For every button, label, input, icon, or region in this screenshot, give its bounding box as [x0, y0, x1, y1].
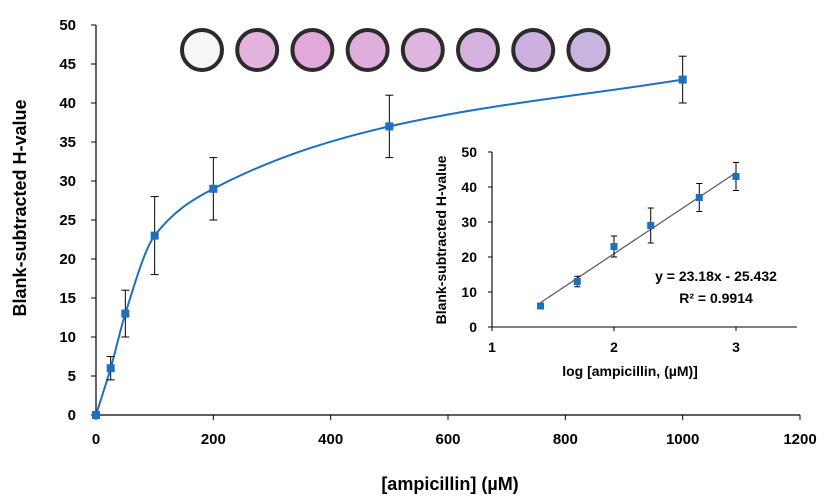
- inset-data-point: [732, 173, 740, 180]
- inset-y-tick-label: 30: [461, 214, 477, 230]
- main-curve-layer: [95, 78, 683, 416]
- sample-well-3: [290, 28, 335, 72]
- sample-well-6: [456, 28, 500, 72]
- inset-y-tick-label: 10: [461, 284, 477, 300]
- inset-axes: [491, 152, 797, 328]
- main-y-tick-label: 40: [59, 95, 76, 112]
- inset-r-squared: R² = 0.9914: [679, 290, 753, 306]
- inset-y-tick-label: 0: [469, 319, 477, 335]
- inset-y-tick-label: 50: [461, 144, 477, 160]
- sample-well-2: [235, 28, 280, 72]
- main-x-tick-label: 1200: [783, 431, 816, 448]
- main-data-point: [106, 364, 115, 373]
- inset-y-tick-label: 40: [461, 179, 477, 195]
- main-y-axis-title: Blank-subtracted H-value: [10, 99, 30, 316]
- main-y-tick-label: 25: [59, 212, 76, 229]
- inset-data-point: [537, 302, 545, 310]
- inset-trendline: [540, 172, 737, 304]
- inset-data-point: [647, 222, 655, 229]
- main-y-tick-label: 50: [59, 17, 76, 34]
- main-data-point: [92, 411, 100, 419]
- main-y-tick-label: 0: [68, 407, 76, 424]
- main-data-point: [121, 309, 130, 318]
- main-y-tick-label: 5: [68, 368, 76, 385]
- main-x-tick-label: 600: [435, 431, 460, 448]
- sample-well-4: [345, 28, 390, 72]
- inset-trendline-layer: [540, 172, 737, 304]
- sample-well-8: [566, 28, 611, 72]
- main-y-tick-label: 10: [59, 329, 76, 346]
- main-error-bars: [106, 55, 687, 381]
- main-data-point: [209, 184, 218, 193]
- main-data-point: [385, 122, 394, 131]
- main-x-tick-label: 0: [92, 431, 100, 448]
- sample-well-1: [180, 28, 224, 72]
- main-x-axis-title: [ampicillin] (µM): [381, 474, 518, 494]
- main-y-tick-label: 35: [59, 134, 76, 151]
- sample-well-5: [400, 28, 445, 72]
- sample-wells: [180, 28, 611, 72]
- inset-points: [537, 173, 740, 310]
- sample-well-7: [511, 28, 556, 72]
- main-x-tick-label: 800: [553, 431, 578, 448]
- main-x-tick-label: 200: [201, 431, 226, 448]
- main-x-tick-label: 1000: [666, 431, 699, 448]
- inset-data-point: [695, 194, 703, 201]
- main-points: [92, 75, 687, 419]
- inset-data-point: [573, 278, 581, 285]
- inset-x-axis-title: log [ampicillin, (µM)]: [562, 363, 698, 379]
- inset-data-point: [610, 243, 618, 250]
- main-y-tick-label: 30: [59, 173, 76, 190]
- main-series-line: [95, 78, 683, 416]
- inset-x-tick-label: 3: [732, 339, 740, 355]
- main-y-tick-label: 20: [59, 251, 76, 268]
- inset-x-tick-label: 2: [610, 339, 618, 355]
- inset-chart: 0 10 20 30 40 50 1 2 3 y = 23.18x - 25.432 R² = …: [433, 144, 797, 379]
- inset-y-tick-label: 20: [461, 249, 477, 265]
- inset-ticks: 0 10 20 30 40 50 1 2 3: [461, 144, 740, 355]
- main-y-tick-label: 45: [59, 56, 76, 73]
- main-data-point: [150, 231, 159, 240]
- inset-y-axis-title: Blank-subtracted H-value: [433, 155, 449, 324]
- main-data-point: [678, 75, 687, 84]
- inset-trendline-equation: y = 23.18x - 25.432: [655, 268, 777, 284]
- main-x-tick-label: 400: [318, 431, 343, 448]
- inset-x-tick-label: 1: [488, 339, 496, 355]
- main-y-tick-label: 15: [59, 290, 76, 307]
